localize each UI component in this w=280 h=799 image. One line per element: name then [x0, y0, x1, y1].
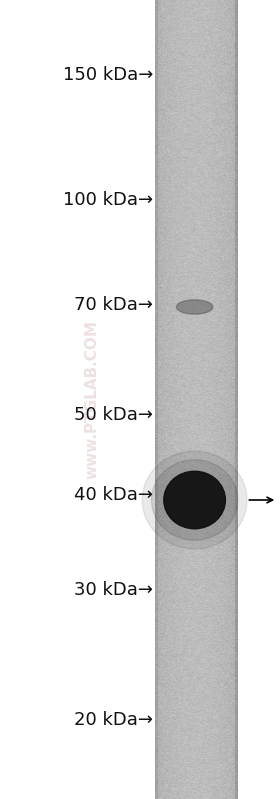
Text: 20 kDa→: 20 kDa→: [74, 711, 153, 729]
Ellipse shape: [176, 300, 213, 314]
Text: www.PTGLAB.COM: www.PTGLAB.COM: [85, 320, 100, 479]
Ellipse shape: [151, 459, 238, 540]
Text: 100 kDa→: 100 kDa→: [63, 191, 153, 209]
Ellipse shape: [142, 451, 247, 549]
Ellipse shape: [164, 471, 225, 529]
Text: 30 kDa→: 30 kDa→: [74, 581, 153, 599]
Text: 40 kDa→: 40 kDa→: [74, 486, 153, 504]
Text: 150 kDa→: 150 kDa→: [63, 66, 153, 84]
Text: 70 kDa→: 70 kDa→: [74, 296, 153, 314]
Text: 50 kDa→: 50 kDa→: [74, 406, 153, 424]
